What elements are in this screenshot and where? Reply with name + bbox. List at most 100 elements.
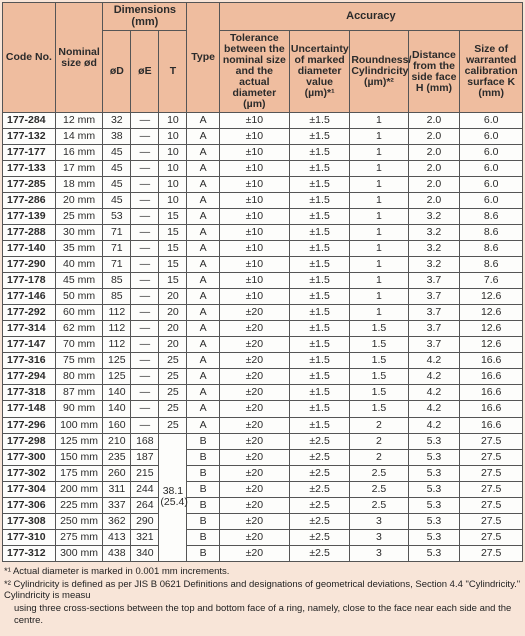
cell-code: 177-294: [3, 369, 56, 385]
cell-oD: 85: [103, 289, 131, 305]
cell-oD: 53: [103, 209, 131, 225]
cell-nominal: 17 mm: [55, 161, 102, 177]
hdr-round: Roundness/ Cylindricity (µm)*²: [350, 31, 408, 113]
cell-unc: ±1.5: [289, 289, 349, 305]
cell-unc: ±1.5: [289, 305, 349, 321]
cell-T: 10: [159, 161, 187, 177]
cell-unc: ±2.5: [289, 513, 349, 529]
cell-T: 20: [159, 289, 187, 305]
cell-T: 10: [159, 145, 187, 161]
cell-oD: 38: [103, 129, 131, 145]
cell-code: 177-316: [3, 353, 56, 369]
cell-code: 177-310: [3, 529, 56, 545]
cell-type: A: [187, 225, 219, 241]
cell-oE: —: [131, 161, 159, 177]
cell-code: 177-139: [3, 209, 56, 225]
cell-unc: ±2.5: [289, 433, 349, 449]
cell-oD: 71: [103, 257, 131, 273]
hdr-acc-group: Accuracy: [219, 3, 522, 31]
cell-oD: 235: [103, 449, 131, 465]
cell-code: 177-140: [3, 241, 56, 257]
cell-oE: —: [131, 401, 159, 417]
table-row: 177-306225 mm337264B±20±2.52.55.327.5: [3, 497, 523, 513]
cell-round: 1: [350, 257, 408, 273]
cell-unc: ±2.5: [289, 529, 349, 545]
cell-nominal: 225 mm: [55, 497, 102, 513]
cell-type: A: [187, 321, 219, 337]
cell-oE: —: [131, 337, 159, 353]
cell-T: 15: [159, 225, 187, 241]
table-row: 177-17716 mm45—10A±10±1.512.06.0: [3, 145, 523, 161]
cell-dist: 5.3: [408, 465, 460, 481]
cell-round: 3: [350, 513, 408, 529]
cell-code: 177-147: [3, 337, 56, 353]
table-row: 177-31887 mm140—25A±20±1.51.54.216.6: [3, 385, 523, 401]
cell-oE: 187: [131, 449, 159, 465]
cell-surf: 27.5: [460, 497, 523, 513]
cell-dist: 2.0: [408, 129, 460, 145]
cell-round: 1.5: [350, 337, 408, 353]
cell-dist: 3.7: [408, 337, 460, 353]
cell-oD: 112: [103, 321, 131, 337]
cell-surf: 8.6: [460, 257, 523, 273]
cell-surf: 6.0: [460, 145, 523, 161]
cell-surf: 8.6: [460, 209, 523, 225]
cell-oD: 125: [103, 353, 131, 369]
cell-oD: 125: [103, 369, 131, 385]
cell-surf: 16.6: [460, 401, 523, 417]
cell-round: 1.5: [350, 353, 408, 369]
cell-unc: ±1.5: [289, 225, 349, 241]
cell-nominal: 275 mm: [55, 529, 102, 545]
hdr-surf: Size of warranted calibration surface K …: [460, 31, 523, 113]
cell-tol: ±10: [219, 113, 289, 129]
cell-surf: 12.6: [460, 289, 523, 305]
cell-nominal: 150 mm: [55, 449, 102, 465]
cell-oD: 337: [103, 497, 131, 513]
table-row: 177-29260 mm112—20A±20±1.513.712.6: [3, 305, 523, 321]
cell-round: 2: [350, 417, 408, 433]
cell-type: A: [187, 385, 219, 401]
cell-T: 15: [159, 209, 187, 225]
cell-oE: —: [131, 209, 159, 225]
cell-unc: ±1.5: [289, 177, 349, 193]
footnote-2: *² Cylindricity is defined as per JIS B …: [4, 579, 521, 603]
cell-dist: 4.2: [408, 401, 460, 417]
cell-tol: ±20: [219, 513, 289, 529]
cell-oD: 160: [103, 417, 131, 433]
cell-oD: 260: [103, 465, 131, 481]
cell-code: 177-178: [3, 273, 56, 289]
cell-T: 15: [159, 241, 187, 257]
cell-T: 25: [159, 417, 187, 433]
cell-tol: ±20: [219, 497, 289, 513]
cell-type: A: [187, 353, 219, 369]
cell-tol: ±20: [219, 465, 289, 481]
table-row: 177-14650 mm85—20A±10±1.513.712.6: [3, 289, 523, 305]
cell-nominal: 50 mm: [55, 289, 102, 305]
cell-oE: 244: [131, 481, 159, 497]
cell-oE: —: [131, 385, 159, 401]
cell-code: 177-132: [3, 129, 56, 145]
cell-dist: 3.7: [408, 289, 460, 305]
cell-T: 10: [159, 113, 187, 129]
cell-code: 177-300: [3, 449, 56, 465]
cell-type: B: [187, 449, 219, 465]
cell-tol: ±20: [219, 321, 289, 337]
cell-round: 1.5: [350, 385, 408, 401]
cell-tol: ±20: [219, 353, 289, 369]
hdr-T: T: [159, 31, 187, 113]
table-row: 177-13214 mm38—10A±10±1.512.06.0: [3, 129, 523, 145]
cell-type: A: [187, 177, 219, 193]
cell-type: A: [187, 289, 219, 305]
cell-T: 15: [159, 273, 187, 289]
cell-dist: 2.0: [408, 145, 460, 161]
footnote-1: *¹ Actual diameter is marked in 0.001 mm…: [4, 566, 521, 578]
cell-type: A: [187, 257, 219, 273]
footnotes: *¹ Actual diameter is marked in 0.001 mm…: [2, 562, 523, 627]
cell-nominal: 14 mm: [55, 129, 102, 145]
cell-T: 25: [159, 369, 187, 385]
cell-surf: 16.6: [460, 369, 523, 385]
cell-nominal: 40 mm: [55, 257, 102, 273]
hdr-dist: Distance from the side face H (mm): [408, 31, 460, 113]
cell-dist: 3.7: [408, 321, 460, 337]
cell-oE: —: [131, 289, 159, 305]
